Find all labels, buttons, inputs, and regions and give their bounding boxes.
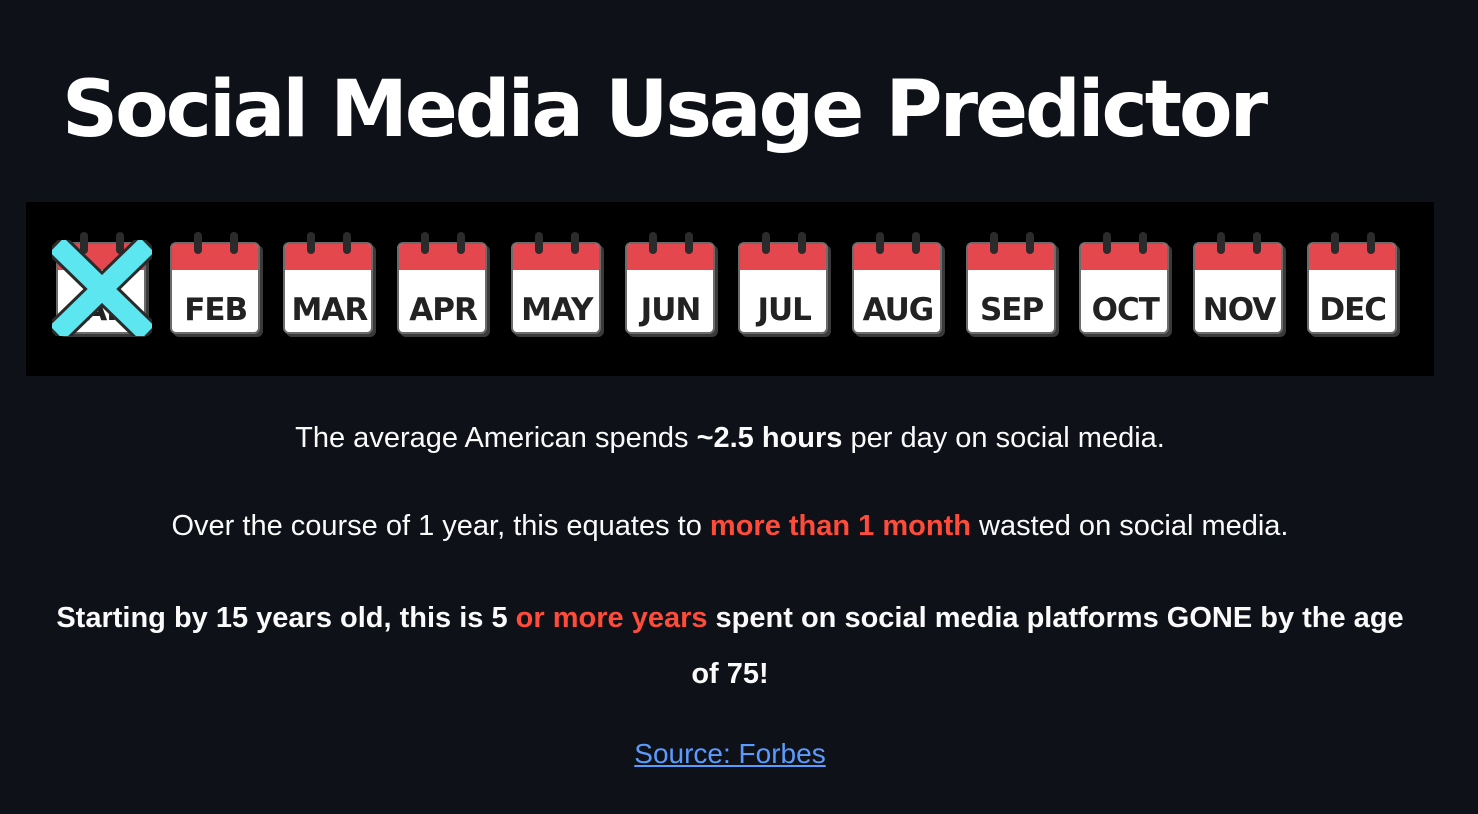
- cross-out-icon: [52, 240, 152, 336]
- calendar-ring-icon: [193, 232, 202, 254]
- calendar-header: [399, 244, 486, 270]
- calendar-icon-apr: APR: [397, 232, 489, 334]
- lifetime-usage-suffix: spent on social media platforms GONE by …: [691, 602, 1404, 690]
- calendar-ring-icon: [570, 232, 579, 254]
- calendar-ring-icon: [762, 232, 771, 254]
- calendar-icon-may: MAY: [510, 232, 603, 334]
- calendar-ring-icon: [1025, 232, 1034, 254]
- calendar-ring-icon: [875, 232, 884, 254]
- calendar-page: DEC: [1306, 242, 1397, 334]
- calendar-month-label: FEB: [184, 292, 248, 328]
- yearly-usage-highlight: more than 1 month: [709, 510, 971, 542]
- calendar-icon-oct: OCT: [1079, 232, 1171, 334]
- calendar-icon-aug: AUG: [851, 232, 944, 334]
- yearly-usage-suffix: wasted on social media.: [970, 510, 1289, 542]
- calendar-ring-icon: [116, 232, 124, 254]
- calendar-page: MAY: [510, 242, 601, 334]
- calendar-ring-icon: [1253, 232, 1261, 254]
- calendar-ring-icon: [989, 232, 998, 254]
- calendar-ring-icon: [80, 232, 88, 254]
- calendar-ring-icon: [1330, 232, 1339, 254]
- calendar-ring-icon: [457, 232, 466, 254]
- daily-usage-hours: ~2.5 hours: [696, 422, 843, 454]
- calendar-icon-dec: DEC: [1306, 232, 1399, 334]
- calendar-page: JUL: [738, 242, 829, 334]
- calendar-page: FEB: [169, 242, 260, 334]
- calendar-ring-icon: [1217, 232, 1225, 254]
- calendar-month-label: JUL: [757, 292, 811, 328]
- calendar-ring-icon: [911, 232, 920, 254]
- calendar-page: OCT: [1079, 242, 1170, 334]
- calendar-header: [967, 244, 1054, 270]
- calendar-header: [740, 244, 827, 270]
- calendar-month-label: OCT: [1091, 292, 1160, 328]
- source-link[interactable]: Source: Forbes: [634, 738, 826, 769]
- calendar-header: [1308, 244, 1395, 270]
- calendar-month-label: NOV: [1202, 292, 1276, 328]
- calendar-month-label: MAY: [521, 292, 593, 328]
- calendar-header: [626, 244, 713, 270]
- calendar-ring-icon: [1103, 232, 1112, 254]
- calendar-ring-icon: [343, 232, 352, 254]
- source-line: Source: Forbes: [26, 735, 1434, 773]
- calendar-month-label: DEC: [1319, 292, 1387, 328]
- calendar-month-label: JUN: [640, 292, 702, 328]
- calendar-ring-icon: [684, 232, 693, 254]
- calendar-page: AUG: [851, 242, 942, 334]
- calendar-ring-icon: [798, 232, 807, 254]
- calendar-page: NOV: [1193, 242, 1283, 334]
- calendar-banner: JAN FEB MAR APR MAY JUN JUL AUG SEP OCT NOV DEC: [26, 202, 1434, 376]
- calendar-ring-icon: [1139, 232, 1148, 254]
- calendar-ring-icon: [1366, 232, 1375, 254]
- calendar-header: [853, 244, 940, 270]
- calendar-ring-icon: [648, 232, 657, 254]
- calendar-month-label: MAR: [291, 292, 369, 328]
- daily-usage-suffix: per day on social media.: [842, 422, 1165, 454]
- calendar-header: [171, 244, 258, 270]
- calendar-month-label: SEP: [979, 292, 1044, 328]
- lifetime-usage-highlight: or more years: [515, 602, 708, 634]
- lifetime-usage-prefix: Starting by 15 years old, this is 5: [56, 602, 516, 634]
- calendar-icon-mar: MAR: [283, 232, 375, 334]
- calendar-ring-icon: [421, 232, 430, 254]
- lifetime-usage-text: Starting by 15 years old, this is 5 or m…: [40, 590, 1420, 702]
- calendar-month-label: APR: [409, 292, 478, 328]
- calendar-icon-jan: JAN: [52, 232, 152, 336]
- calendar-page: JUN: [624, 242, 715, 334]
- page-title: Social Media Usage Predictor: [62, 65, 1268, 155]
- calendar-month-label: AUG: [862, 292, 935, 328]
- calendar-icon-jun: JUN: [624, 232, 717, 334]
- daily-usage-text: The average American spends ~2.5 hours p…: [26, 418, 1434, 458]
- yearly-usage-prefix: Over the course of 1 year, this equates …: [171, 510, 710, 542]
- calendar-icon-nov: NOV: [1193, 232, 1285, 334]
- calendar-icon-feb: FEB: [169, 232, 262, 334]
- calendar-page: MAR: [283, 242, 374, 334]
- calendar-icon-sep: SEP: [965, 232, 1058, 334]
- yearly-usage-text: Over the course of 1 year, this equates …: [26, 506, 1434, 546]
- calendar-header: [1195, 244, 1281, 270]
- calendar-header: [1081, 244, 1168, 270]
- calendar-header: [512, 244, 599, 270]
- calendar-icon-jul: JUL: [738, 232, 830, 334]
- calendar-page: APR: [397, 242, 488, 334]
- calendar-ring-icon: [307, 232, 316, 254]
- calendar-page: SEP: [965, 242, 1056, 334]
- calendar-ring-icon: [534, 232, 543, 254]
- daily-usage-prefix: The average American spends: [295, 422, 697, 454]
- calendar-ring-icon: [229, 232, 238, 254]
- calendar-header: [285, 244, 372, 270]
